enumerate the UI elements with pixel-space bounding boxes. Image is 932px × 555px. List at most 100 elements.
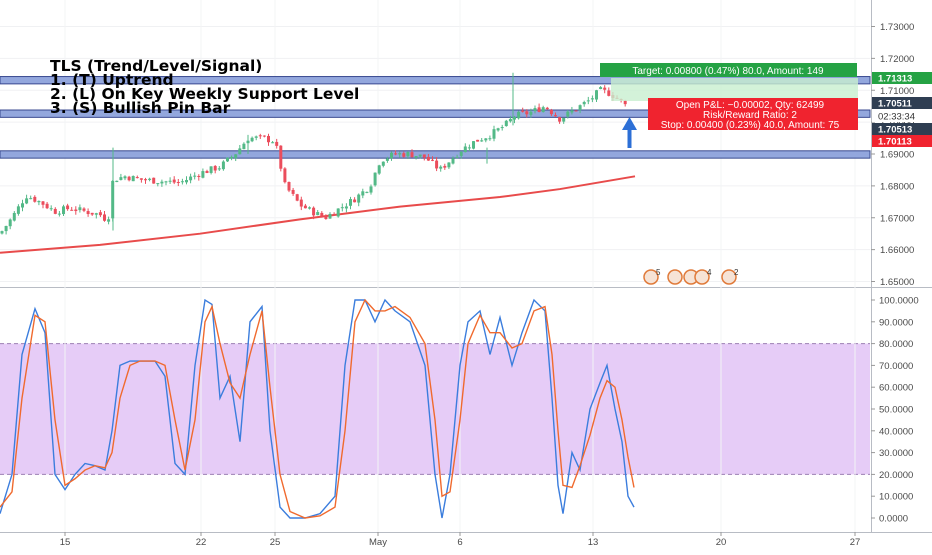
target-zone[interactable] bbox=[611, 78, 858, 101]
candle-body bbox=[365, 191, 369, 193]
candle-body bbox=[201, 171, 205, 178]
candle-body bbox=[570, 110, 574, 113]
candle-body bbox=[377, 165, 381, 174]
candle-body bbox=[455, 157, 459, 159]
stop-price-tag-text: 1.70113 bbox=[878, 137, 912, 148]
event-badge-icon[interactable] bbox=[721, 269, 737, 285]
support-resistance-zone bbox=[0, 150, 871, 159]
event-badge-icon[interactable] bbox=[643, 269, 659, 285]
candle-body bbox=[45, 203, 49, 209]
event-badge-count: 4 bbox=[707, 268, 712, 277]
candle-body bbox=[336, 208, 340, 217]
candle-body bbox=[221, 161, 225, 170]
candle-body bbox=[496, 128, 500, 131]
time-tick-label: 27 bbox=[850, 537, 861, 548]
stochastic-tick-label: 0.0000 bbox=[879, 514, 908, 525]
candle-body bbox=[340, 207, 344, 209]
candle-body bbox=[398, 153, 402, 155]
last-price-tag-text: 1.70511 bbox=[878, 99, 913, 110]
candle-body bbox=[107, 219, 111, 222]
target-price-tag bbox=[872, 72, 932, 84]
candle-body bbox=[242, 143, 246, 150]
pl-label-box[interactable] bbox=[648, 98, 858, 130]
candle-body bbox=[439, 166, 443, 169]
candle-body bbox=[435, 160, 439, 169]
candle-body bbox=[533, 108, 537, 112]
candle-body bbox=[217, 168, 221, 170]
candle-body bbox=[164, 181, 168, 183]
event-badges[interactable]: 5 4 2 bbox=[643, 268, 739, 285]
annotation-title: TLS (Trend/Level/Signal) bbox=[50, 57, 262, 75]
candle-body bbox=[283, 168, 287, 183]
candle-body bbox=[472, 141, 475, 149]
candle-body bbox=[98, 212, 102, 216]
candle-body bbox=[554, 115, 557, 117]
price-tick-label: 1.71000 bbox=[880, 86, 914, 97]
target-price-tag-text: 1.71313 bbox=[878, 74, 912, 85]
event-badge-icon[interactable] bbox=[667, 269, 683, 285]
candle-body bbox=[21, 203, 24, 208]
event-badge-count: 2 bbox=[734, 268, 739, 277]
price-tick-label: 1.69000 bbox=[880, 150, 914, 161]
candle-body bbox=[148, 178, 152, 180]
candle-body bbox=[0, 231, 4, 234]
candle-body bbox=[53, 208, 57, 214]
candle-body bbox=[390, 152, 393, 159]
candle-body bbox=[381, 161, 385, 166]
candle-body bbox=[549, 109, 553, 115]
candle-body bbox=[119, 177, 123, 180]
time-tick-label: 20 bbox=[716, 537, 727, 548]
open-pl-label: Open P&L: −0.00002, Qty: 62499 bbox=[676, 100, 825, 111]
candle-body bbox=[451, 158, 455, 164]
candle-body bbox=[476, 139, 480, 142]
price-tick-label: 1.65000 bbox=[880, 277, 914, 288]
time-tick-label: 15 bbox=[60, 537, 71, 548]
candle-body bbox=[123, 176, 127, 179]
candle-body bbox=[418, 154, 422, 157]
candle-body bbox=[578, 105, 582, 111]
candle-body bbox=[467, 147, 471, 149]
candle-body bbox=[238, 148, 242, 155]
target-label-box[interactable] bbox=[600, 63, 857, 77]
price-axis-ticks: 1.730001.720001.710001.700001.690001.680… bbox=[871, 22, 919, 525]
candle-body bbox=[504, 120, 508, 127]
candle-body bbox=[267, 135, 270, 143]
price-tick-label: 1.67000 bbox=[880, 213, 914, 224]
time-tick-label: May bbox=[369, 537, 387, 548]
candle-body bbox=[525, 111, 529, 115]
candle-body bbox=[500, 127, 504, 129]
candle-body bbox=[463, 146, 467, 153]
candle-body bbox=[545, 107, 549, 110]
candle-body bbox=[385, 158, 389, 161]
candle-body bbox=[74, 209, 78, 212]
candle-body bbox=[361, 191, 365, 196]
candle-body bbox=[275, 141, 279, 146]
event-badge-icon[interactable] bbox=[694, 269, 710, 285]
candle-body bbox=[226, 157, 229, 162]
time-tick-label: 22 bbox=[196, 537, 207, 548]
candle-body bbox=[131, 176, 135, 182]
candle-body bbox=[156, 183, 160, 185]
stochastic-tick-label: 20.0000 bbox=[879, 470, 913, 481]
candle-body bbox=[590, 98, 594, 100]
candle-body bbox=[369, 186, 373, 193]
candle-body bbox=[271, 142, 275, 144]
stochastic-overbought-oversold-band bbox=[0, 343, 870, 475]
candle-body bbox=[349, 199, 352, 206]
candle-body bbox=[144, 179, 147, 181]
candle-body bbox=[299, 199, 303, 207]
stochastic-tick-label: 40.0000 bbox=[879, 426, 913, 437]
candle-body bbox=[209, 166, 213, 173]
candle-body bbox=[459, 151, 463, 156]
candle-body bbox=[303, 205, 307, 209]
position-tool[interactable]: Target: 0.00800 (0.47%) 80.0, Amount: 14… bbox=[600, 63, 858, 148]
candle-body bbox=[139, 178, 143, 180]
candle-body bbox=[537, 107, 541, 112]
target-label: Target: 0.00800 (0.47%) 80.0, Amount: 14… bbox=[632, 66, 824, 77]
candle-body bbox=[541, 107, 545, 113]
candle-body bbox=[373, 172, 377, 186]
candle-body bbox=[37, 200, 41, 203]
annotation-trend: 1. (T) Uptrend bbox=[50, 71, 174, 89]
